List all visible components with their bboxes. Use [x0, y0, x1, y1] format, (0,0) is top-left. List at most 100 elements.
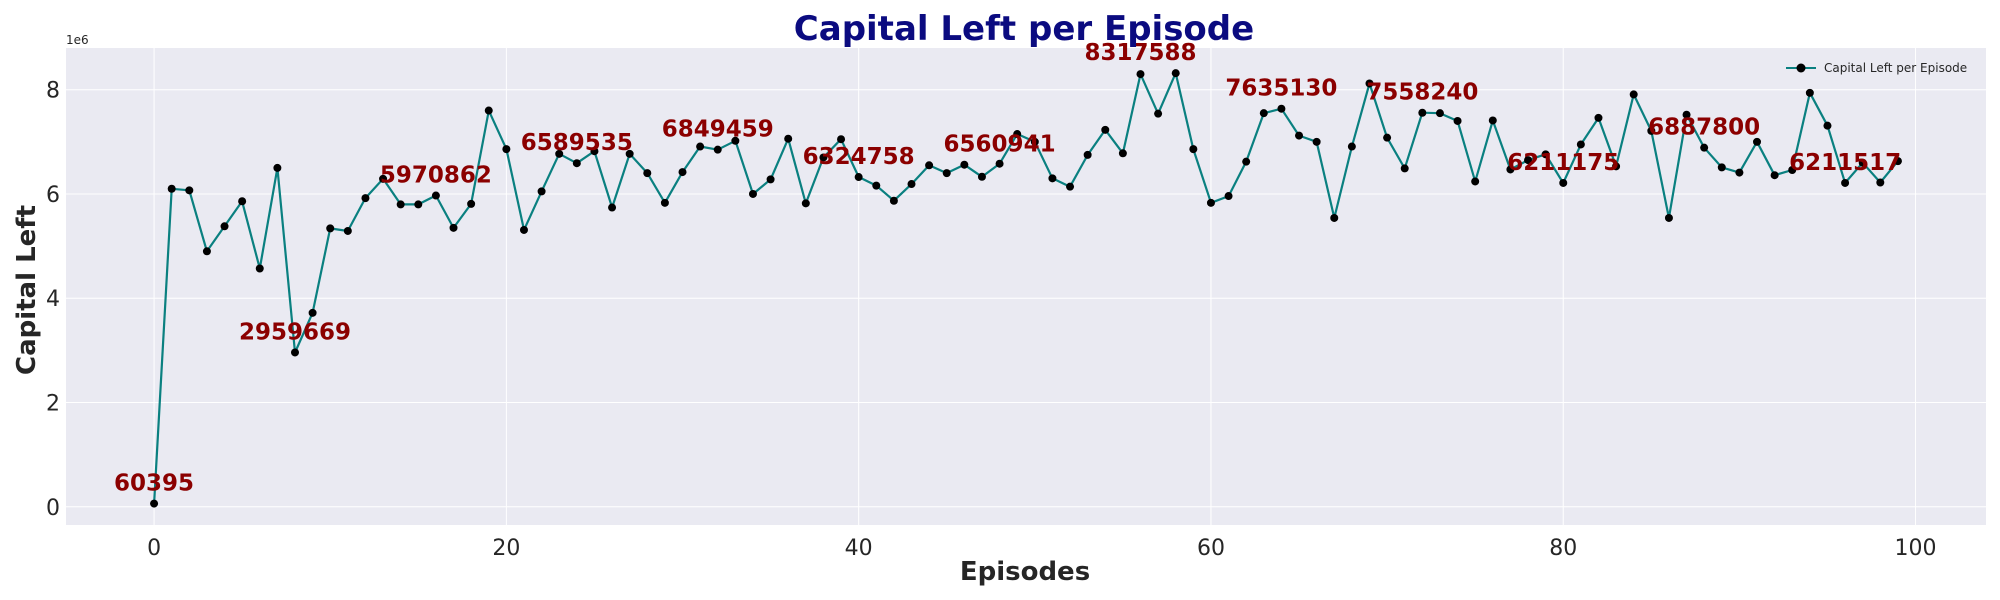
data-point: [185, 186, 194, 195]
data-point: [1101, 125, 1110, 134]
x-tick-label: 40: [845, 536, 873, 561]
data-point: [608, 203, 617, 212]
data-label: 6560941: [944, 132, 1056, 158]
data-point: [572, 159, 581, 168]
y-tick-label: 8: [46, 79, 60, 104]
data-point: [837, 135, 846, 144]
data-point: [1136, 70, 1145, 79]
data-point: [1559, 178, 1568, 187]
data-point: [1295, 131, 1304, 140]
data-point: [1788, 165, 1797, 174]
chart-title: Capital Left per Episode: [794, 9, 1254, 49]
data-point: [1735, 168, 1744, 177]
tick-labels: 0 20 40 60 80 100 0 2 4 6 8: [46, 79, 1937, 561]
data-point: [1066, 182, 1075, 191]
data-label: 6211517: [1789, 150, 1901, 176]
series-layer: [150, 69, 1902, 508]
data-point: [396, 200, 405, 209]
legend: Capital Left per Episode: [1786, 61, 1967, 75]
data-point: [1400, 164, 1409, 173]
data-point: [872, 181, 881, 190]
data-point: [1453, 116, 1462, 125]
data-point: [238, 197, 247, 206]
data-point: [431, 191, 440, 200]
data-point: [801, 199, 810, 208]
legend-marker-swatch: [1796, 63, 1806, 73]
data-point: [255, 264, 264, 273]
data-point: [1224, 192, 1233, 201]
data-label: 7635130: [1225, 76, 1337, 102]
data-point: [379, 174, 388, 183]
data-point: [1083, 150, 1092, 159]
data-point: [1805, 88, 1814, 97]
plot-area: [66, 48, 1986, 525]
grid: [66, 48, 1986, 525]
data-point: [1647, 126, 1656, 135]
data-point: [1277, 104, 1286, 113]
data-point: [361, 194, 370, 203]
data-point: [696, 142, 705, 151]
data-point: [1171, 69, 1180, 78]
data-label: 5970862: [380, 162, 492, 188]
data-point: [766, 175, 775, 184]
data-point: [1753, 137, 1762, 146]
data-label: 7558240: [1366, 80, 1478, 106]
data-point: [1259, 109, 1268, 118]
data-point: [1013, 130, 1022, 139]
data-point: [1189, 145, 1198, 154]
data-point: [819, 153, 828, 162]
data-point: [1418, 108, 1427, 117]
data-point: [731, 136, 740, 145]
data-point: [502, 145, 511, 154]
data-point: [326, 224, 335, 233]
data-label: 6211175: [1507, 150, 1619, 176]
y-tick-label: 2: [46, 391, 60, 416]
data-point: [1206, 198, 1215, 207]
y-tick-label: 6: [46, 183, 60, 208]
y-axis-label: Capital Left: [12, 205, 42, 375]
data-point: [1435, 109, 1444, 118]
data-point: [555, 149, 564, 158]
data-point: [484, 106, 493, 115]
data-label: 8317588: [1084, 40, 1196, 66]
data-point: [1242, 157, 1251, 166]
x-tick-label: 20: [492, 536, 520, 561]
data-point: [660, 198, 669, 207]
data-point: [960, 160, 969, 169]
data-point: [414, 200, 423, 209]
data-point: [907, 180, 916, 189]
data-point: [1876, 178, 1885, 187]
data-point: [1118, 149, 1127, 158]
data-point: [1471, 177, 1480, 186]
legend-label: Capital Left per Episode: [1824, 61, 1967, 75]
data-point: [1664, 213, 1673, 222]
data-point: [308, 308, 317, 317]
data-point: [290, 348, 299, 357]
data-point: [1612, 162, 1621, 171]
y-tick-label: 4: [46, 287, 60, 312]
data-label: 6589535: [521, 130, 633, 156]
data-point: [925, 161, 934, 170]
data-point: [202, 247, 211, 256]
data-point: [1154, 109, 1163, 118]
data-point: [625, 149, 634, 158]
data-point: [1576, 140, 1585, 149]
series-line: [153, 71, 1899, 504]
data-point: [1506, 165, 1515, 174]
x-tick-label: 60: [1197, 536, 1225, 561]
data-point: [1365, 79, 1374, 88]
data-point: [643, 169, 652, 178]
data-point: [1858, 158, 1867, 167]
data-point: [1770, 171, 1779, 180]
data-label: 60395: [114, 471, 194, 497]
data-point: [1330, 213, 1339, 222]
data-point: [467, 199, 476, 208]
x-tick-label: 0: [147, 536, 161, 561]
data-label: 2959669: [239, 319, 351, 345]
data-point: [942, 169, 951, 178]
data-point: [1823, 121, 1832, 130]
y-axis-multiplier: 1e6: [66, 33, 89, 47]
data-point: [449, 223, 458, 232]
data-point: [343, 226, 352, 235]
data-point: [678, 168, 687, 177]
